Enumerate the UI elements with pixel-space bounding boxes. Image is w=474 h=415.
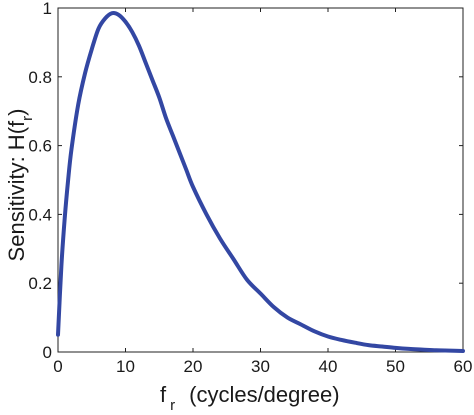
x-tick-label: 10 xyxy=(116,357,135,376)
x-tick-label: 40 xyxy=(319,357,338,376)
y-tick-label: 0 xyxy=(43,343,52,362)
y-axis-label-subscript: r xyxy=(19,116,36,121)
y-tick-labels: 0 0.2 0.4 0.6 0.8 1 xyxy=(28,0,52,362)
y-axis-label: Sensitivity: H(fr) xyxy=(4,109,36,262)
plot-frame xyxy=(57,7,464,353)
y-tick-label: 0.8 xyxy=(28,68,52,87)
x-tick-label: 20 xyxy=(184,357,203,376)
y-tick-label: 1 xyxy=(43,0,52,18)
y-tick-label: 0.4 xyxy=(28,205,52,224)
y-tick-label: 0.2 xyxy=(28,274,52,293)
x-tick-label: 60 xyxy=(454,357,473,376)
x-axis-label: f r (cycles/degree) xyxy=(160,382,340,414)
x-tick-label: 30 xyxy=(251,357,270,376)
y-tick-label: 0.6 xyxy=(28,137,52,156)
x-tick-labels: 0 10 20 30 40 50 60 xyxy=(53,357,472,376)
series-line xyxy=(56,10,465,353)
x-axis-label-subscript: r xyxy=(170,397,175,414)
x-tick-label: 0 xyxy=(53,357,62,376)
x-tick-label: 50 xyxy=(386,357,405,376)
